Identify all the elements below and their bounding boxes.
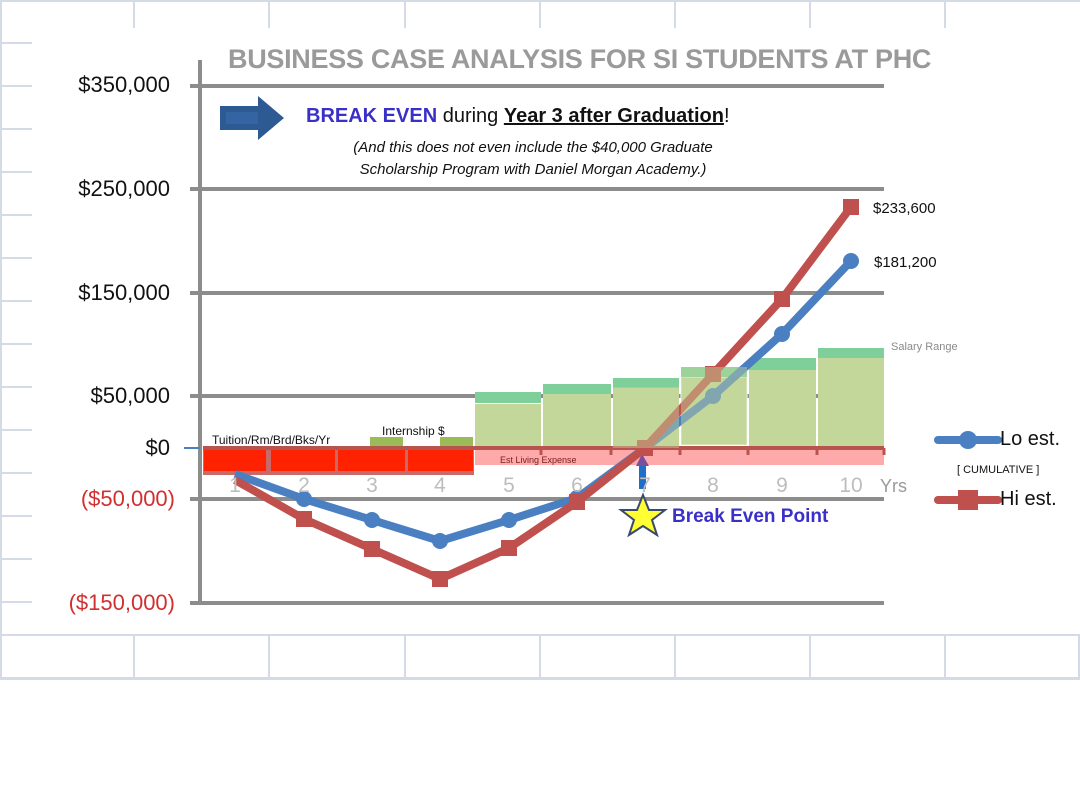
hi-est-line (233, 204, 855, 583)
x-tick-10: 10 (839, 474, 863, 497)
x-tick-7: 7 (639, 474, 651, 497)
headline-during: during (437, 105, 504, 127)
x-tick-1: 1 (229, 474, 241, 497)
headline-year: Year 3 after Graduation (503, 105, 724, 127)
y-tick-neg-150000: ($150,000) (68, 590, 175, 615)
living-expense-band (475, 449, 884, 465)
right-arrow-icon (220, 96, 284, 140)
break-even-emphasis: BREAK EVEN (306, 105, 438, 127)
break-even-point-label: Break Even Point (672, 506, 829, 527)
living-expense-label: Est Living Expense (500, 455, 577, 465)
y-tick-neg-50000: ($50,000) (80, 486, 175, 511)
lo-end-label: $181,200 (874, 254, 937, 271)
tuition-label: Tuition/Rm/Brd/Bks/Yr (212, 433, 331, 447)
x-tick-6: 6 (571, 474, 583, 497)
break-even-arrow (636, 454, 649, 489)
x-tick-5: 5 (503, 474, 515, 497)
x-tick-8: 8 (707, 474, 719, 497)
tuition-bars (203, 448, 474, 475)
salary-range-swatch (860, 348, 884, 358)
legend-lo-label: Lo est. (1000, 428, 1061, 450)
hi-end-label: $233,600 (873, 200, 936, 217)
salary-range-label: Salary Range (891, 341, 958, 353)
star-icon (618, 492, 668, 538)
legend-cumulative-label: [ CUMULATIVE ] (957, 464, 1040, 476)
break-even-headline: BREAK EVEN during Year 3 after Graduatio… (306, 105, 730, 128)
x-tick-9: 9 (776, 474, 788, 497)
subtext-line-1: (And this does not even include the $40,… (353, 139, 713, 156)
y-tick-350000: $350,000 (78, 72, 170, 97)
internship-label: Internship $ (382, 424, 445, 438)
y-tick-150000: $150,000 (78, 280, 170, 305)
y-tick-250000: $250,000 (78, 176, 170, 201)
lo-est-line (233, 258, 854, 545)
y-tick-0: $0 (145, 435, 170, 460)
x-tick-4: 4 (434, 474, 446, 497)
internship-bars (370, 437, 473, 448)
hi-est-markers (296, 199, 859, 587)
y-tick-50000: $50,000 (90, 383, 170, 408)
x-axis-unit: Yrs (880, 476, 907, 496)
subtext-line-2: Scholarship Program with Daniel Morgan A… (359, 161, 707, 178)
legend-hi-swatch (934, 490, 1002, 510)
chart-title: BUSINESS CASE ANALYSIS FOR SI STUDENTS A… (228, 44, 932, 74)
headline-bang: ! (723, 105, 730, 127)
x-tick-3: 3 (366, 474, 378, 497)
legend-hi-label: Hi est. (1000, 488, 1057, 510)
legend-lo-swatch (934, 431, 1002, 449)
x-tick-2: 2 (298, 474, 310, 497)
